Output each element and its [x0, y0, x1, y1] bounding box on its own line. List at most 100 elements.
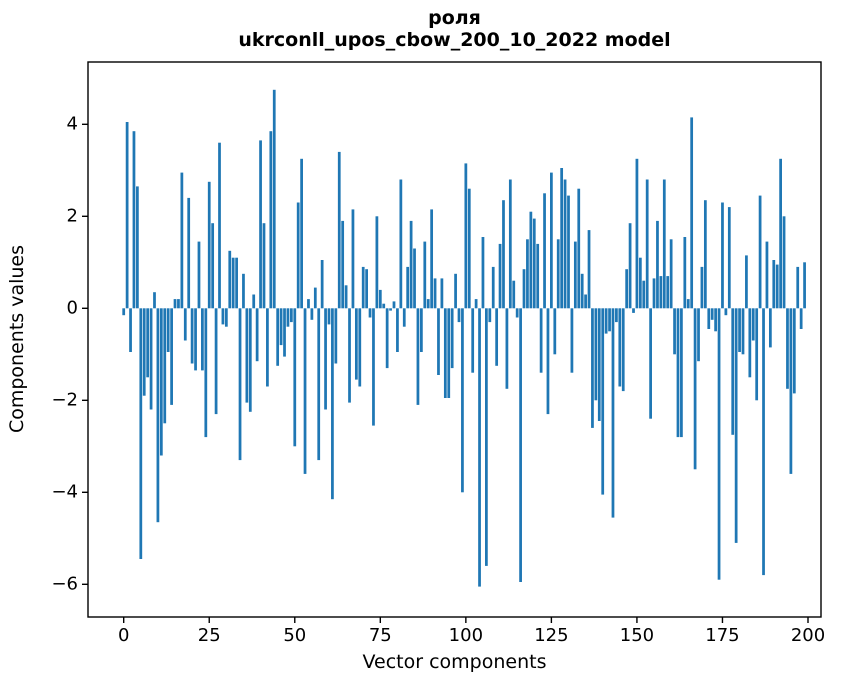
bar	[584, 294, 587, 309]
bar	[498, 243, 502, 309]
bar	[529, 211, 533, 309]
bar	[180, 172, 184, 309]
chart-title-block: роля ukrconll_upos_cbow_200_10_2022 mode…	[88, 7, 821, 51]
bar	[628, 223, 632, 309]
bar	[491, 266, 495, 309]
bar	[546, 308, 550, 415]
bar	[748, 308, 752, 378]
bar	[272, 89, 276, 309]
bar	[207, 181, 211, 309]
bar	[659, 276, 663, 309]
bar	[768, 308, 772, 348]
bar	[307, 299, 310, 309]
bar	[604, 308, 608, 334]
bar	[327, 308, 331, 325]
bar	[625, 269, 629, 309]
bar	[601, 308, 605, 495]
bar	[638, 257, 642, 309]
bar	[519, 308, 522, 582]
bar	[707, 308, 711, 329]
bar	[228, 250, 232, 309]
bar	[248, 308, 252, 412]
bar	[136, 186, 139, 309]
bar	[426, 299, 430, 309]
bar	[365, 269, 368, 309]
bar	[231, 257, 235, 309]
bar	[392, 301, 396, 309]
bar	[594, 308, 598, 401]
bar	[354, 308, 358, 380]
bar	[142, 308, 146, 396]
bar	[714, 308, 717, 332]
bar	[567, 195, 570, 309]
bar	[276, 308, 280, 366]
bar	[577, 188, 581, 309]
bar	[313, 287, 317, 309]
bar	[526, 239, 529, 309]
bar	[348, 308, 351, 403]
bar	[368, 308, 372, 318]
bar	[149, 308, 153, 410]
bar	[765, 241, 769, 309]
bar	[591, 308, 594, 428]
bar	[734, 308, 738, 543]
bar	[375, 216, 379, 309]
bar	[420, 308, 423, 352]
bar	[221, 308, 225, 325]
bar	[303, 308, 307, 474]
bar	[666, 276, 670, 309]
bar	[717, 308, 721, 580]
bar	[235, 257, 238, 309]
y-tick-label: −6	[51, 573, 78, 595]
bar	[396, 308, 399, 352]
bar	[502, 200, 505, 309]
bar	[122, 308, 126, 316]
bar	[279, 308, 283, 346]
bar	[621, 308, 625, 392]
bar	[156, 308, 160, 523]
bar	[467, 188, 471, 309]
bar	[536, 243, 540, 309]
bar	[146, 308, 150, 378]
bar	[218, 142, 221, 309]
bar	[125, 122, 129, 309]
bar	[615, 308, 618, 323]
y-tick-label: 4	[66, 113, 78, 135]
y-tick-label: 0	[66, 297, 78, 319]
bar	[474, 299, 478, 309]
bar	[515, 308, 519, 318]
bar	[259, 140, 262, 309]
bar	[293, 308, 297, 447]
bar	[457, 308, 461, 323]
x-tick-label: 100	[448, 625, 484, 646]
x-tick-label: 25	[197, 625, 221, 646]
bar	[721, 202, 724, 309]
x-tick-label: 175	[705, 625, 740, 646]
bar	[751, 308, 755, 341]
bar	[173, 299, 177, 309]
bar	[731, 308, 735, 435]
bar	[238, 308, 242, 461]
plot-frame	[87, 61, 822, 618]
y-tick-label: −2	[51, 389, 78, 411]
bars-group	[122, 89, 806, 587]
bar	[758, 195, 762, 309]
bar	[296, 202, 300, 309]
bar	[686, 299, 690, 309]
bar	[652, 278, 656, 309]
bar	[214, 308, 218, 415]
bar	[693, 308, 697, 470]
bar	[697, 308, 700, 362]
bar	[372, 308, 375, 426]
bar	[423, 241, 427, 309]
y-tick-label: 2	[66, 205, 78, 227]
bar	[649, 308, 652, 419]
bar	[789, 308, 793, 474]
bar	[177, 299, 180, 309]
bar	[450, 308, 454, 369]
bar	[700, 266, 704, 309]
bar	[669, 239, 673, 309]
bar	[337, 151, 341, 309]
bar	[464, 163, 468, 309]
